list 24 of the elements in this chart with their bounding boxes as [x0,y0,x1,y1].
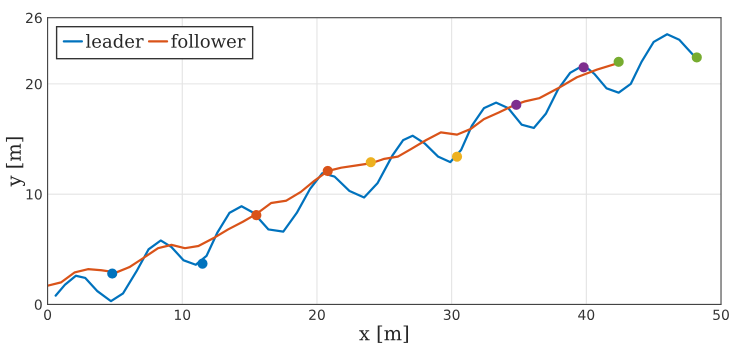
x-tick-label: 40 [578,310,594,320]
point [452,152,462,162]
y-axis-title: y [m] [6,137,26,187]
y-tick-label: 26 [26,12,42,24]
legend-label: follower [171,34,246,48]
x-tick-label: 30 [444,310,460,320]
point [197,258,208,269]
point [322,166,333,176]
point [511,100,522,110]
point [614,56,624,67]
point [578,62,589,72]
x-tick-label: 20 [309,310,325,320]
y-tick-label: 0 [34,299,42,310]
x-axis-title: x [m] [359,326,408,343]
x-tick-label: 10 [174,310,190,320]
x-tick-label: 0 [44,310,52,320]
point [251,210,262,220]
point [107,268,118,279]
legend-label: leader [86,34,144,48]
y-tick-label: 20 [26,78,42,90]
y-tick-label: 10 [26,189,42,200]
point [366,157,376,168]
point [692,52,702,62]
x-tick-label: 50 [713,310,729,320]
